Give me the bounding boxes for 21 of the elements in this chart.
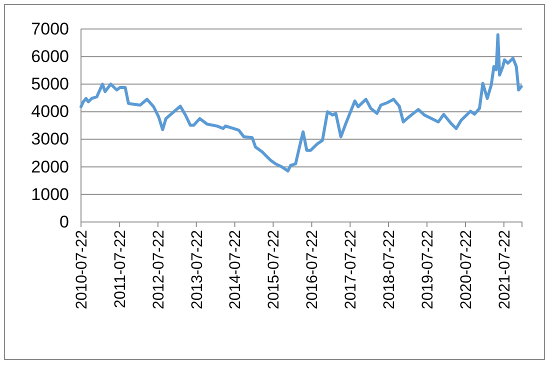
x-tick-label: 2017-07-22 [342,230,360,310]
x-tick-label: 2014-07-22 [227,230,244,310]
x-tick-label: 2013-07-22 [188,230,206,310]
x-tick-label: 2018-07-22 [380,230,398,310]
y-tick-label: 5000 [31,74,69,94]
x-tick-label: 2015-07-22 [266,230,283,310]
x-tick-label: 2011-07-22 [112,230,129,308]
line-series [80,33,523,172]
y-tick-label: 6000 [31,47,69,66]
y-tick-label: 0 [60,212,69,232]
x-tick-label: 2012-07-22 [150,230,168,310]
y-tick-label: 3000 [31,130,69,149]
y-tick-label: 2000 [31,157,69,176]
x-tick-label: 2010-07-22 [73,230,90,310]
y-tick-label: 1000 [31,184,69,204]
x-tick-label: 2020-07-22 [458,230,475,310]
y-tick-label: 7000 [31,19,69,38]
x-tick-label: 2021-07-22 [496,230,514,310]
y-tick-label: 4000 [31,102,69,122]
x-tick-label: 2016-07-22 [304,230,322,310]
x-tick-label: 2019-07-22 [419,230,436,310]
